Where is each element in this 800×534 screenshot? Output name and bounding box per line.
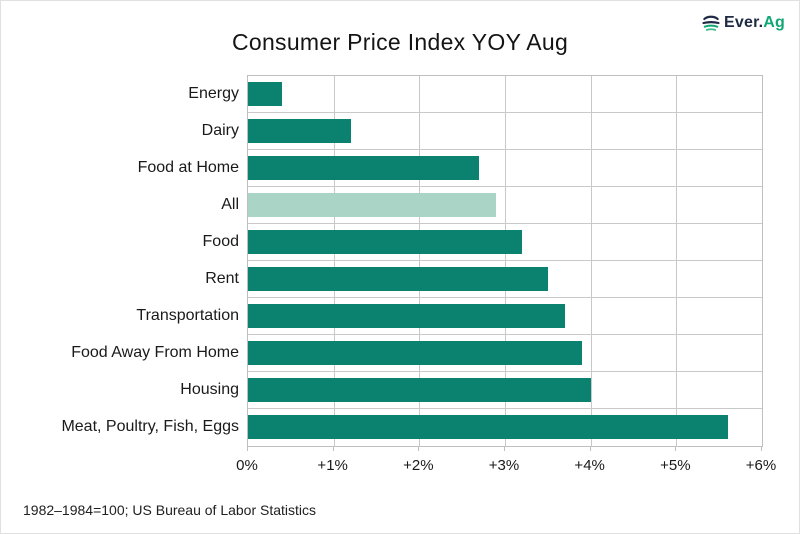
source-footnote: 1982–1984=100; US Bureau of Labor Statis… <box>23 502 317 518</box>
chart-row <box>248 409 762 446</box>
category-label: Housing <box>180 380 239 398</box>
vertical-gridline <box>505 76 506 446</box>
chart-row <box>248 298 762 335</box>
axis-tickmark <box>761 446 762 451</box>
category-label: Transportation <box>136 306 239 324</box>
axis-tickmark <box>418 446 420 451</box>
axis-tick-label: +3% <box>488 457 520 474</box>
bar-food-at-home <box>248 156 480 180</box>
category-label: Food at Home <box>137 158 239 176</box>
category-label: All <box>221 195 239 213</box>
chart-row <box>248 187 762 224</box>
axis-tickmark <box>589 446 591 451</box>
everag-logo: Ever.Ag <box>701 13 785 33</box>
chart-row <box>248 372 762 409</box>
chart-row <box>248 150 762 187</box>
bar-transportation <box>248 304 565 328</box>
axis-tick-label: +6% <box>745 457 777 474</box>
vertical-gridline <box>419 76 421 446</box>
bar-meat-poultry-fish-eggs <box>248 415 728 439</box>
bar-rent <box>248 267 548 291</box>
chart-row <box>248 335 762 372</box>
chart-row <box>248 224 762 261</box>
axis-tick-label: +1% <box>317 457 348 474</box>
chart-row <box>248 261 762 298</box>
bar-housing <box>248 378 591 402</box>
category-label: Food Away From Home <box>71 343 239 361</box>
axis-tickmark <box>247 446 248 451</box>
axis-tickmark <box>332 446 334 451</box>
plot-area <box>247 75 763 447</box>
bar-food <box>248 230 523 254</box>
vertical-gridline <box>676 76 678 446</box>
logo-text-ag: Ag <box>763 14 785 31</box>
category-label: Rent <box>205 269 239 287</box>
category-label: Energy <box>188 84 239 102</box>
category-label: Food <box>202 232 239 250</box>
bar-dairy <box>248 119 351 143</box>
bar-energy <box>248 82 283 106</box>
everag-logo-icon <box>701 13 721 33</box>
category-label: Dairy <box>201 121 239 139</box>
axis-tickmark <box>675 446 677 451</box>
axis-tick-label: +4% <box>574 457 605 474</box>
axis-tick-label: 0% <box>236 457 258 474</box>
chart-row <box>248 76 762 113</box>
logo-text-ever: Ever. <box>724 14 764 31</box>
chart-title: Consumer Price Index YOY Aug <box>231 29 569 55</box>
category-axis: Energy Dairy Food at Home All Food Rent Transp… <box>1 75 239 445</box>
category-label: Meat, Poultry, Fish, Eggs <box>61 417 239 435</box>
vertical-gridline <box>333 76 335 446</box>
axis-tick-label: +5% <box>660 457 691 474</box>
axis-tickmark <box>504 446 505 451</box>
chart-row <box>248 113 762 150</box>
vertical-gridline <box>590 76 592 446</box>
axis-tick-label: +2% <box>403 457 434 474</box>
bar-all <box>248 193 497 217</box>
everag-logo-text: Ever.Ag <box>724 14 785 32</box>
bar-food-away-from-home <box>248 341 583 365</box>
value-axis: 0% +1% +2% +3% +4% +5% +6% <box>236 445 776 485</box>
